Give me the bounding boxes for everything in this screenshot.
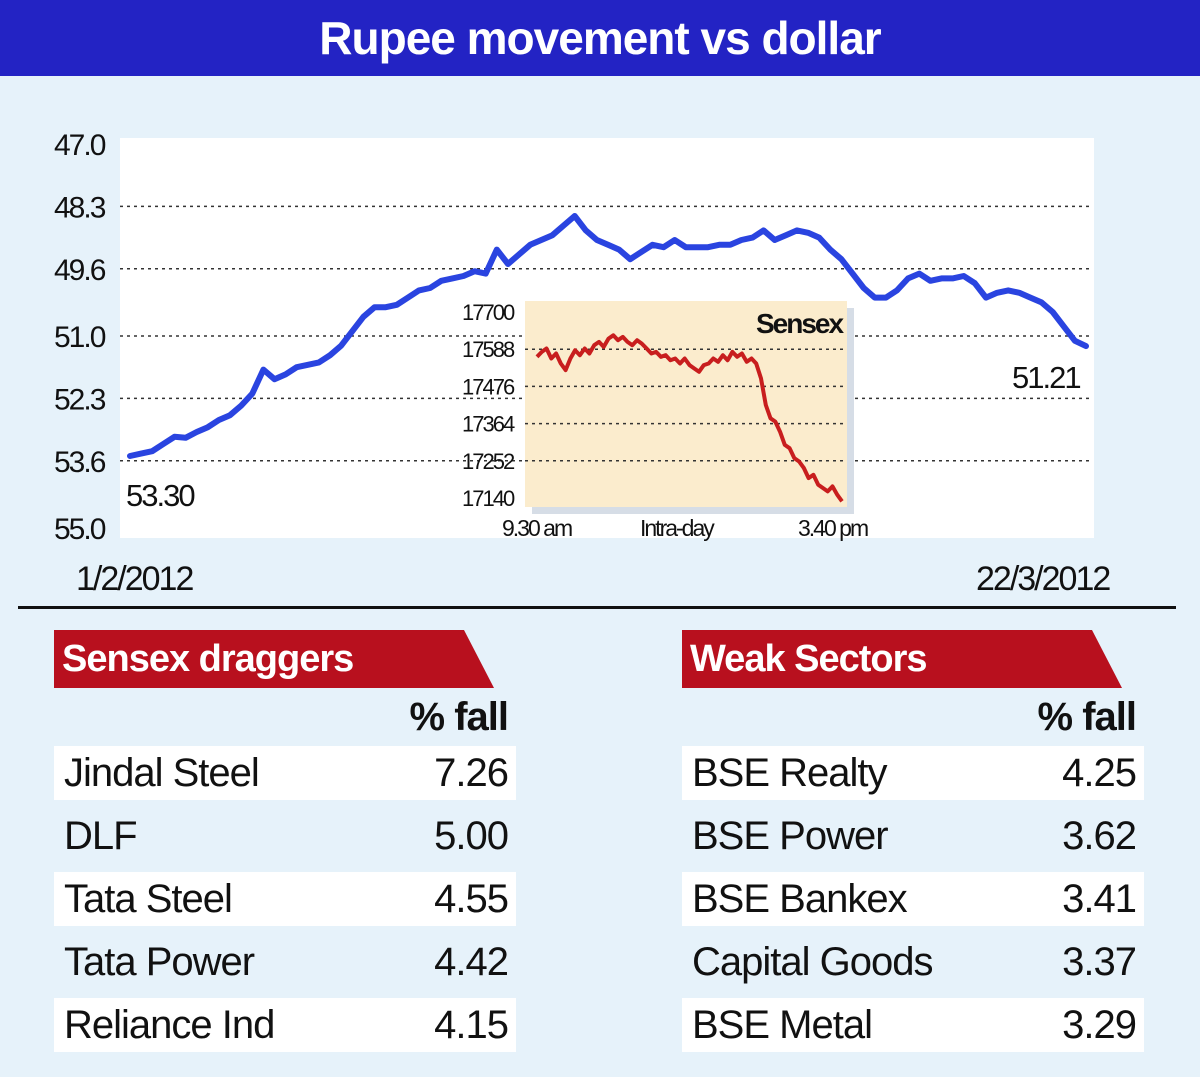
sensex-title: Sensex	[756, 308, 844, 339]
rupee-y-tick-label: 51.0	[54, 321, 106, 354]
sectors-banner: Weak Sectors	[682, 630, 1122, 688]
sensex-draggers-panel: Sensex draggers % fall Jindal Steel 7.26 D…	[54, 630, 524, 1061]
draggers-heading: Sensex draggers	[62, 637, 354, 680]
row-name: DLF	[64, 813, 138, 858]
row-name: BSE Power	[692, 813, 889, 858]
row-name: Capital Goods	[692, 939, 933, 984]
table-row: Tata Steel 4.55	[54, 872, 516, 926]
sectors-banner-shape	[682, 630, 1122, 688]
table-row: Tata Power 4.42	[54, 935, 516, 989]
row-value: 3.41	[1062, 876, 1137, 921]
row-value: 4.55	[434, 876, 509, 921]
row-name: BSE Bankex	[692, 876, 908, 921]
weak-sectors-panel: Weak Sectors % fall BSE Realty 4.25 BSE Po…	[682, 630, 1152, 1061]
chart-title: Rupee movement vs dollar	[0, 0, 1200, 76]
table-row: BSE Power 3.62	[682, 809, 1144, 863]
rupee-y-tick-label: 48.3	[54, 191, 106, 224]
row-name: BSE Metal	[692, 1002, 873, 1047]
row-value: 4.42	[434, 939, 509, 984]
sensex-series-line	[535, 333, 844, 503]
sensex-y-tick-label: 17364	[462, 412, 515, 437]
row-name: Reliance Ind	[64, 1002, 275, 1047]
sensex-y-tick-labels: 17700 17588 17476 17364 17252 17140	[462, 300, 517, 511]
draggers-banner: Sensex draggers	[54, 630, 494, 688]
sensex-x-label-start: 9.30 am	[502, 515, 572, 541]
row-value: 3.62	[1062, 813, 1137, 858]
row-value: 7.26	[434, 750, 509, 795]
sensex-x-label-end: 3.40 pm	[798, 515, 868, 541]
sensex-inset: 17700 17588 17476 17364 17252 17140 Sensex 9.…	[462, 300, 870, 541]
draggers-column-label: % fall	[409, 694, 509, 739]
rupee-x-end-label: 22/3/2012	[976, 560, 1110, 598]
table-row: DLF 5.00	[54, 809, 516, 863]
draggers-table: Jindal Steel 7.26 DLF 5.00 Tata Steel 4.55 Tat…	[54, 746, 524, 1052]
sensex-y-tick-label: 17588	[462, 337, 515, 362]
rupee-chart: 47.0 48.3 49.6 51.0 52.3 53.6 55.0 53.30 51.21…	[54, 129, 1112, 598]
sensex-y-tick-label: 17140	[462, 486, 515, 511]
table-row: BSE Realty 4.25	[682, 746, 1144, 800]
row-value: 3.29	[1062, 1002, 1137, 1047]
rupee-end-value-label: 51.21	[1012, 360, 1080, 395]
sensex-x-label-mid: Intra-day	[640, 515, 715, 541]
sensex-y-tick-label: 17700	[462, 300, 515, 325]
rupee-y-tick-label: 52.3	[54, 383, 106, 416]
row-name: BSE Realty	[692, 750, 888, 795]
section-divider	[18, 606, 1176, 609]
row-value: 3.37	[1062, 939, 1137, 984]
row-name: Tata Power	[64, 939, 255, 984]
rupee-y-tick-label: 47.0	[54, 129, 106, 162]
table-row: BSE Bankex 3.41	[682, 872, 1144, 926]
row-name: Jindal Steel	[64, 750, 260, 795]
sectors-table: BSE Realty 4.25 BSE Power 3.62 BSE Bankex 3.4…	[682, 746, 1152, 1052]
rupee-series-line	[127, 213, 1089, 459]
sensex-y-tick-label: 17476	[462, 374, 515, 399]
draggers-banner-shape	[54, 630, 494, 688]
sensex-inset-bg	[525, 301, 847, 507]
table-row: Reliance Ind 4.15	[54, 998, 516, 1052]
rupee-start-value-label: 53.30	[126, 478, 195, 513]
rupee-y-tick-label: 55.0	[54, 513, 106, 546]
table-row: Capital Goods 3.37	[682, 935, 1144, 989]
table-row: BSE Metal 3.29	[682, 998, 1144, 1052]
rupee-y-tick-labels: 47.0 48.3 49.6 51.0 52.3 53.6 55.0	[54, 129, 108, 546]
rupee-y-tick-label: 53.6	[54, 446, 106, 479]
row-name: Tata Steel	[64, 876, 233, 921]
sensex-gridlines	[525, 348, 847, 462]
sensex-y-tick-label: 17252	[462, 449, 515, 474]
rupee-x-start-label: 1/2/2012	[76, 560, 193, 598]
row-value: 4.15	[434, 1002, 509, 1047]
row-value: 5.00	[434, 813, 509, 858]
row-value: 4.25	[1062, 750, 1137, 795]
sectors-heading: Weak Sectors	[690, 637, 928, 680]
sectors-column-label: % fall	[1037, 694, 1137, 739]
rupee-y-tick-label: 49.6	[54, 254, 106, 287]
table-row: Jindal Steel 7.26	[54, 746, 516, 800]
